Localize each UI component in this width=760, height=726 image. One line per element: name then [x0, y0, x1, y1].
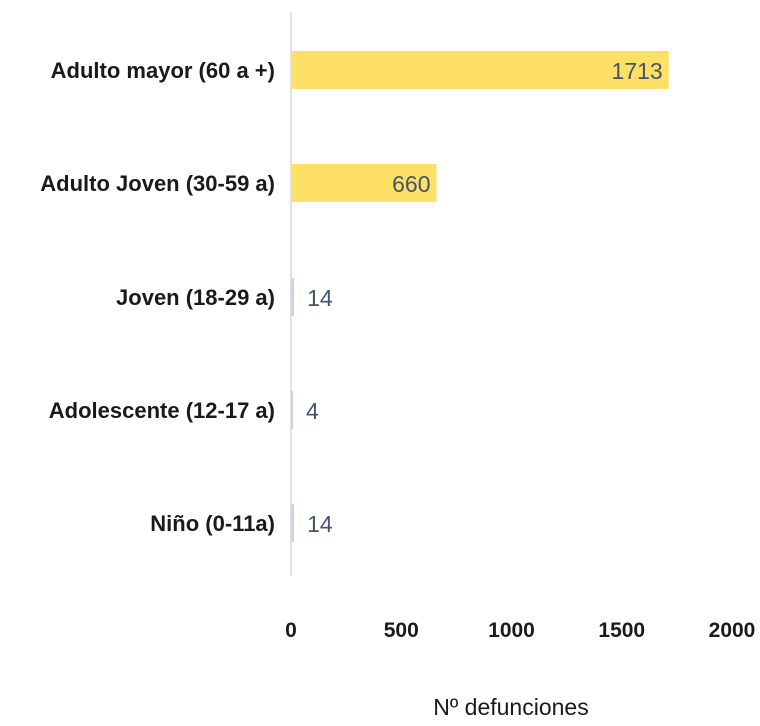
data-label-2: 14 — [307, 285, 333, 311]
data-label-4: 14 — [307, 511, 333, 537]
bar-3 — [291, 391, 293, 429]
bar-4 — [291, 504, 295, 542]
category-label-4: Niño (0-11a) — [150, 511, 275, 536]
x-tick-label-0: 0 — [285, 619, 297, 642]
x-tick-label-2: 1000 — [488, 619, 535, 642]
data-label-1: 660 — [392, 171, 430, 197]
category-label-1: Adulto Joven (30-59 a) — [40, 171, 275, 196]
data-labels: 1713 660 14 4 14 — [306, 58, 663, 537]
bar-1 — [291, 164, 437, 202]
bar-0 — [291, 51, 669, 89]
category-labels: Adulto mayor (60 a +) Adulto Joven (30-59… — [40, 58, 275, 536]
x-tick-label-3: 1500 — [598, 619, 645, 642]
category-label-3: Adolescente (12-17 a) — [49, 398, 275, 423]
category-label-0: Adulto mayor (60 a +) — [51, 58, 275, 83]
x-tick-labels: 0 500 1000 1500 2000 — [285, 619, 755, 642]
bar-2 — [291, 278, 295, 316]
x-tick-label-4: 2000 — [709, 619, 756, 642]
x-axis-title: Nº defunciones — [433, 694, 588, 720]
data-label-3: 4 — [306, 398, 319, 424]
category-label-2: Joven (18-29 a) — [116, 285, 275, 310]
bars-group — [291, 51, 669, 542]
data-label-0: 1713 — [612, 58, 663, 84]
x-tick-label-1: 500 — [384, 619, 419, 642]
